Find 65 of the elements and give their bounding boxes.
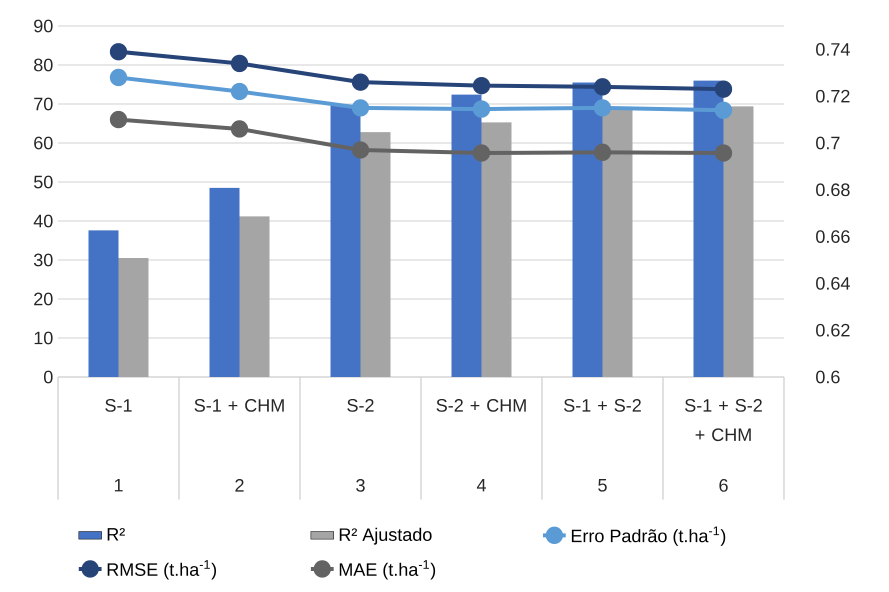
x-tick-label: 2: [235, 479, 244, 492]
bar: [693, 80, 724, 377]
text: S-2 + CHM: [436, 399, 526, 412]
point: [110, 68, 128, 86]
y2-tick-label: 0.66: [816, 230, 850, 243]
y2-tick-label: 0.7: [816, 136, 840, 150]
y-tick-label: 60: [34, 136, 53, 150]
text: S-2: [347, 399, 374, 412]
bar: [481, 122, 512, 377]
point: [230, 120, 248, 138]
text: S-1 + S-2: [564, 399, 641, 412]
point: [110, 110, 128, 128]
y-tick-label: 20: [34, 292, 53, 306]
point: [594, 78, 612, 96]
legend-label: RMSE (t.ha$^{-1}$): [108, 560, 216, 580]
legend-label: R²: [108, 528, 125, 541]
y-tick-label: 40: [34, 214, 53, 228]
y-tick-label: 80: [34, 58, 53, 72]
bar: [602, 110, 632, 377]
bar: [330, 105, 360, 377]
point: [472, 144, 490, 162]
y-tick-label: 70: [34, 98, 53, 110]
bar: [240, 216, 270, 377]
point: [714, 80, 732, 98]
x-tick-label: 5: [598, 479, 607, 492]
bar: [210, 188, 240, 377]
y2-tick-label: 0.6: [816, 370, 840, 384]
bar: [88, 230, 119, 377]
y-tick-label: 30: [34, 254, 53, 266]
legend-label: MAE (t.ha$^{-1}$): [340, 560, 436, 580]
y2-tick-label: 0.64: [816, 277, 850, 290]
x-tick-label: 4: [476, 479, 486, 492]
point: [352, 73, 370, 91]
bar: [452, 94, 482, 377]
y2-tick-label: 0.74: [816, 43, 850, 56]
x-tick-label: 6: [719, 479, 728, 492]
text: S-1 + CHM: [194, 399, 284, 412]
bar: [118, 258, 149, 377]
bar: [360, 132, 390, 377]
point: [110, 43, 128, 60]
legend-label: Erro Padrão (t.ha$^{-1}$): [572, 526, 726, 546]
point: [472, 100, 490, 118]
y-tick-label: 90: [34, 20, 53, 32]
y-tick-label: 0: [44, 370, 53, 384]
y2-tick-label: 0.68: [816, 183, 850, 196]
y-tick-label: 50: [34, 176, 53, 188]
x-tick-label: 1: [114, 479, 123, 492]
x-tick-label: 3: [356, 479, 365, 492]
point: [230, 82, 248, 100]
text: S-1 + S-2 + CHM: [685, 399, 762, 442]
point: [594, 99, 612, 117]
point: [352, 99, 370, 117]
bar: [572, 82, 602, 377]
bar: [723, 106, 754, 377]
y-tick-label: 10: [34, 332, 53, 344]
point: [472, 76, 490, 94]
point: [714, 144, 732, 162]
point: [230, 54, 248, 72]
point: [352, 141, 370, 159]
point: [594, 144, 612, 162]
text: S-1: [105, 399, 132, 412]
y2-tick-label: 0.72: [816, 90, 850, 103]
point: [714, 102, 732, 119]
y2-tick-label: 0.62: [816, 324, 850, 337]
legend-label: R² Ajustado: [340, 528, 432, 545]
